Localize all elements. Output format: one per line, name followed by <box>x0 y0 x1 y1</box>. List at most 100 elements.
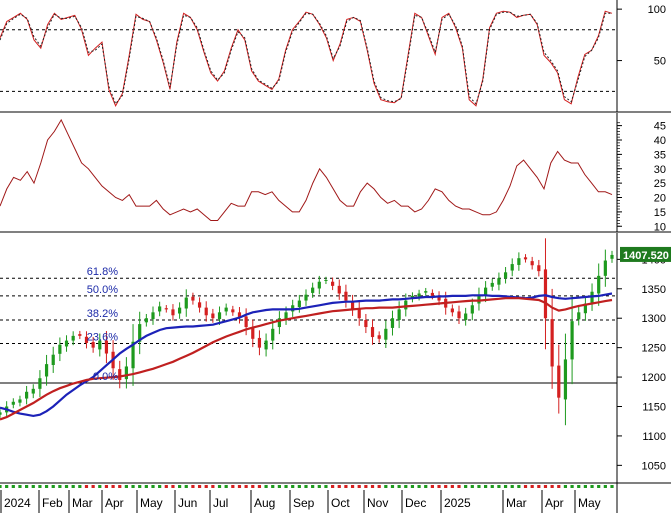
candle-body <box>350 301 355 310</box>
volume-bar <box>197 485 202 488</box>
volume-bar <box>464 485 468 488</box>
volume-bar <box>164 485 168 488</box>
volume-bar <box>470 485 474 488</box>
candle-body <box>124 366 128 380</box>
volume-bar <box>397 485 401 488</box>
candle-body <box>377 335 381 339</box>
moving-average-line-1 <box>0 297 613 421</box>
price-tick-label: 1350 <box>642 284 666 296</box>
candle-body <box>251 327 255 339</box>
candle-body <box>577 312 581 320</box>
volume-bar <box>337 485 341 488</box>
volume-bar <box>324 485 328 488</box>
volume-bar <box>583 485 587 488</box>
volume-bar <box>384 485 388 488</box>
date-label: May <box>140 496 163 510</box>
fib-label: 0.0% <box>93 371 118 383</box>
candle-body <box>543 269 548 319</box>
candle-body <box>563 359 568 400</box>
volume-bar <box>191 485 195 488</box>
axis-labels: 1005045403530252015101400135013001250120… <box>0 4 671 513</box>
volume-bar <box>577 485 581 488</box>
candle-body <box>603 260 607 276</box>
volume-bar <box>410 485 415 488</box>
candle-body <box>224 307 228 312</box>
fib-label: 61.8% <box>87 266 118 278</box>
volume-bar <box>51 485 55 488</box>
last-price-badge <box>620 246 671 262</box>
candle-body <box>417 293 421 297</box>
volume-bar <box>71 485 75 488</box>
adx-tick-label: 25 <box>654 178 666 190</box>
volume-bar <box>444 485 448 488</box>
volume-bar <box>557 485 561 488</box>
volume-bar <box>211 485 215 488</box>
volume-bar <box>217 485 222 488</box>
volume-bar <box>251 485 255 488</box>
candle-body <box>64 340 69 347</box>
volume-bar <box>550 485 554 488</box>
date-label: Feb <box>42 496 63 510</box>
candle-body <box>317 281 321 289</box>
candle-body <box>370 327 375 338</box>
fib-label: 23.6% <box>87 332 118 344</box>
volume-bar <box>437 485 441 488</box>
volume-bar <box>151 485 155 488</box>
candle-body <box>91 342 95 348</box>
candle-body <box>151 312 155 320</box>
price-tick-label: 1150 <box>642 401 666 413</box>
candle-body <box>484 287 488 296</box>
candle-body <box>204 307 208 316</box>
volume-bar <box>38 485 42 488</box>
candle-body <box>38 378 42 389</box>
candle-body <box>550 319 554 367</box>
candle-body <box>523 257 528 260</box>
candle-body <box>557 365 561 398</box>
candle-body <box>424 291 428 293</box>
candle-body <box>477 294 481 304</box>
candle-body <box>118 369 122 381</box>
candle-body <box>18 399 22 403</box>
volume-bar <box>457 485 461 488</box>
volume-bar <box>31 485 35 488</box>
volume-bar <box>44 485 49 488</box>
candle-body <box>510 264 514 271</box>
candle-body <box>58 344 62 354</box>
volume-bar <box>124 485 128 488</box>
adx-tick-label: 10 <box>654 221 666 233</box>
candle-body <box>503 272 508 279</box>
volume-bar <box>404 485 408 488</box>
volume-bar <box>537 485 541 488</box>
stochastic-series-line-0 <box>0 10 613 107</box>
volume-bar <box>224 485 228 488</box>
stochastic-series-line-1 <box>0 11 612 105</box>
adx-tick-label: 45 <box>654 121 666 133</box>
volume-bar <box>277 485 281 488</box>
volume-bar <box>390 485 395 488</box>
candle-body <box>397 309 401 320</box>
volume-bar <box>291 485 295 488</box>
candle-body <box>470 305 474 314</box>
candle-body <box>78 334 82 336</box>
candle-body <box>25 391 29 399</box>
date-label: Mar <box>72 496 93 510</box>
candle-body <box>430 292 434 296</box>
volume-bar <box>5 485 9 488</box>
volume-bar <box>25 485 29 488</box>
candle-body <box>0 412 2 415</box>
volume-bar <box>64 485 69 488</box>
candle-body <box>211 313 215 319</box>
candle-body <box>264 340 268 350</box>
candle-body <box>384 328 388 340</box>
candle-body <box>98 340 102 350</box>
volume-bar <box>204 485 208 488</box>
volume-bar <box>118 485 122 488</box>
candle-body <box>277 318 281 328</box>
candle-body <box>464 313 468 320</box>
candle-body <box>131 341 135 369</box>
candle-body <box>364 319 368 328</box>
volume-bar <box>244 485 248 488</box>
price-tick-label: 1100 <box>642 431 666 443</box>
candle-body <box>164 308 168 310</box>
